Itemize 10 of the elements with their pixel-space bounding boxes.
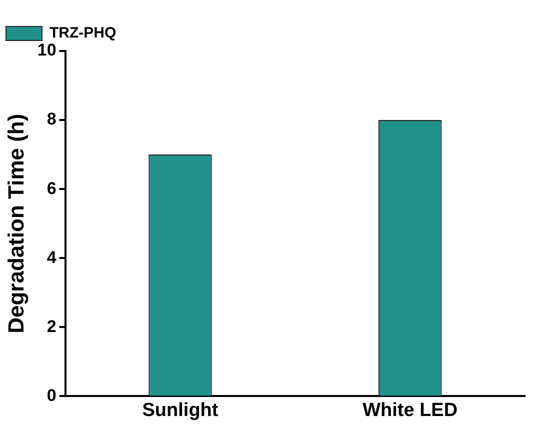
- y-tick-label: 4: [46, 248, 57, 267]
- y-tick-label: 2: [46, 316, 56, 336]
- x-tick-label: Sunlight: [142, 400, 219, 421]
- y-tick-label: 0: [46, 386, 56, 405]
- y-tick-label: 10: [37, 40, 56, 60]
- legend-label: TRZ-PHQ: [50, 24, 116, 42]
- y-tick-label: 8: [46, 110, 56, 129]
- y-axis-title: Degradation Time (h): [3, 114, 28, 334]
- y-tick-label: 6: [46, 178, 56, 198]
- x-tick-label: White LED: [362, 400, 458, 421]
